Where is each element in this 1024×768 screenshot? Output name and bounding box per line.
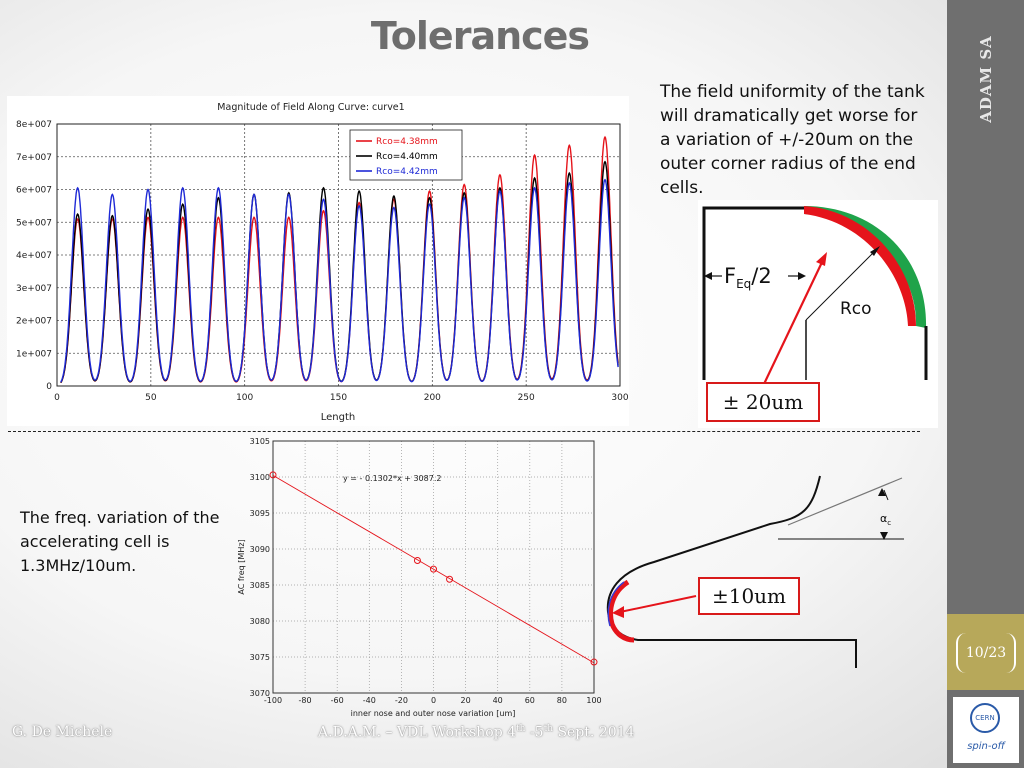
chart-title: Magnitude of Field Along Curve: curve1 [217,102,404,113]
x-tick-label: 250 [518,393,535,403]
page-number: 10/23 [956,633,1016,673]
y-tick-label: 3105 [250,437,270,446]
y-tick-label: 4e+007 [16,251,52,261]
section-divider [8,431,920,432]
x-tick-label: 20 [461,696,471,705]
x-tick-label: -60 [331,696,344,705]
legend-label: Rco=4.40mm [376,152,438,162]
logo-caption: spin-off [967,741,1005,752]
y-tick-label: 0 [46,382,52,392]
footer-author: G. De Michele [12,724,113,740]
legend-label: Rco=4.38mm [376,137,438,147]
y-tick-label: 7e+007 [16,153,52,163]
tolerance-callout-10um: ±10um [698,577,800,615]
field-magnitude-svg: Magnitude of Field Along Curve: curve1 L… [16,102,629,423]
y-tick-label: 1e+007 [16,349,52,359]
x-tick-label: -40 [363,696,376,705]
y-tick-label: 3100 [250,473,270,482]
y-tick-label: 5e+007 [16,218,52,228]
slide-title: Tolerances [370,14,590,58]
feq-label: FEq/2 [724,264,772,291]
rco-label: Rco [840,299,872,319]
nose-profile-diagram: αc [606,475,904,668]
x-tick-label: -100 [264,696,282,705]
x-axis-label: Length [321,412,356,423]
chart-legend: Rco=4.38mm Rco=4.40mm Rco=4.42mm [349,129,463,181]
data-point [590,658,598,666]
y-tick-label: 2e+007 [16,317,52,327]
x-tick-label: 0 [431,696,436,705]
fit-equation: y = - 0.1302*x + 3087.2 [343,474,441,483]
x-tick-label: 100 [586,696,601,705]
x-tick-label: 40 [493,696,503,705]
y-tick-label: 3075 [250,653,270,662]
data-point [413,557,421,565]
page-number-box [947,614,1024,690]
x-tick-label: 100 [236,393,253,403]
y-tick-label: 3090 [250,545,270,554]
footer-event: A.D.A.M. – VDL Workshop 4th -5th Sept. 2… [318,724,635,741]
y-tick-label: 3070 [250,689,270,698]
x-tick-label: 0 [54,393,60,403]
x-tick-label: -80 [299,696,312,705]
brand-label: ADAM SA [977,35,995,123]
x-tick-label: 50 [145,393,157,403]
series-line [60,178,619,383]
data-point [430,565,437,573]
frequency-svg: -100 -80 -60 -40 -20 0 20 40 60 80 100 3070 3075 3080… [237,437,602,718]
description-top: The field uniformity of the tank will dr… [660,82,925,198]
field-magnitude-chart: Magnitude of Field Along Curve: curve1 L… [7,96,629,426]
x-tick-label: -20 [395,696,408,705]
x-tick-label: 60 [525,696,535,705]
x-tick-label: 80 [557,696,567,705]
cern-logo-icon: CERN [970,703,1000,733]
y-tick-label: 6e+007 [16,186,52,196]
y-axis-label: AC freq [MHz] [237,539,246,594]
cern-spinoff-logo: CERN spin-off [953,697,1019,763]
x-tick-label: 150 [330,393,347,403]
x-tick-label: 300 [611,393,628,403]
y-tick-label: 3e+007 [16,284,52,294]
y-tick-label: 3080 [250,617,270,626]
y-tick-label: 8e+007 [16,120,52,130]
y-tick-label: 3085 [250,581,270,590]
frequency-chart: -100 -80 -60 -40 -20 0 20 40 60 80 100 3070 3075 3080… [228,436,608,722]
tolerance-callout-20um: ± 20um [706,382,820,422]
x-tick-label: 200 [424,393,441,403]
red-tolerance-band [804,206,916,326]
legend-label: Rco=4.42mm [376,167,438,177]
description-bottom: The freq. variation of the accelerating … [20,508,220,575]
x-axis-label: inner nose and outer nose variation [um] [351,709,516,718]
series-line [60,135,619,384]
data-point [446,575,454,583]
fit-line [272,475,595,664]
alpha-label: αc [880,512,891,527]
data-point [269,471,277,479]
series-line [60,160,619,384]
y-tick-label: 3095 [250,509,270,518]
